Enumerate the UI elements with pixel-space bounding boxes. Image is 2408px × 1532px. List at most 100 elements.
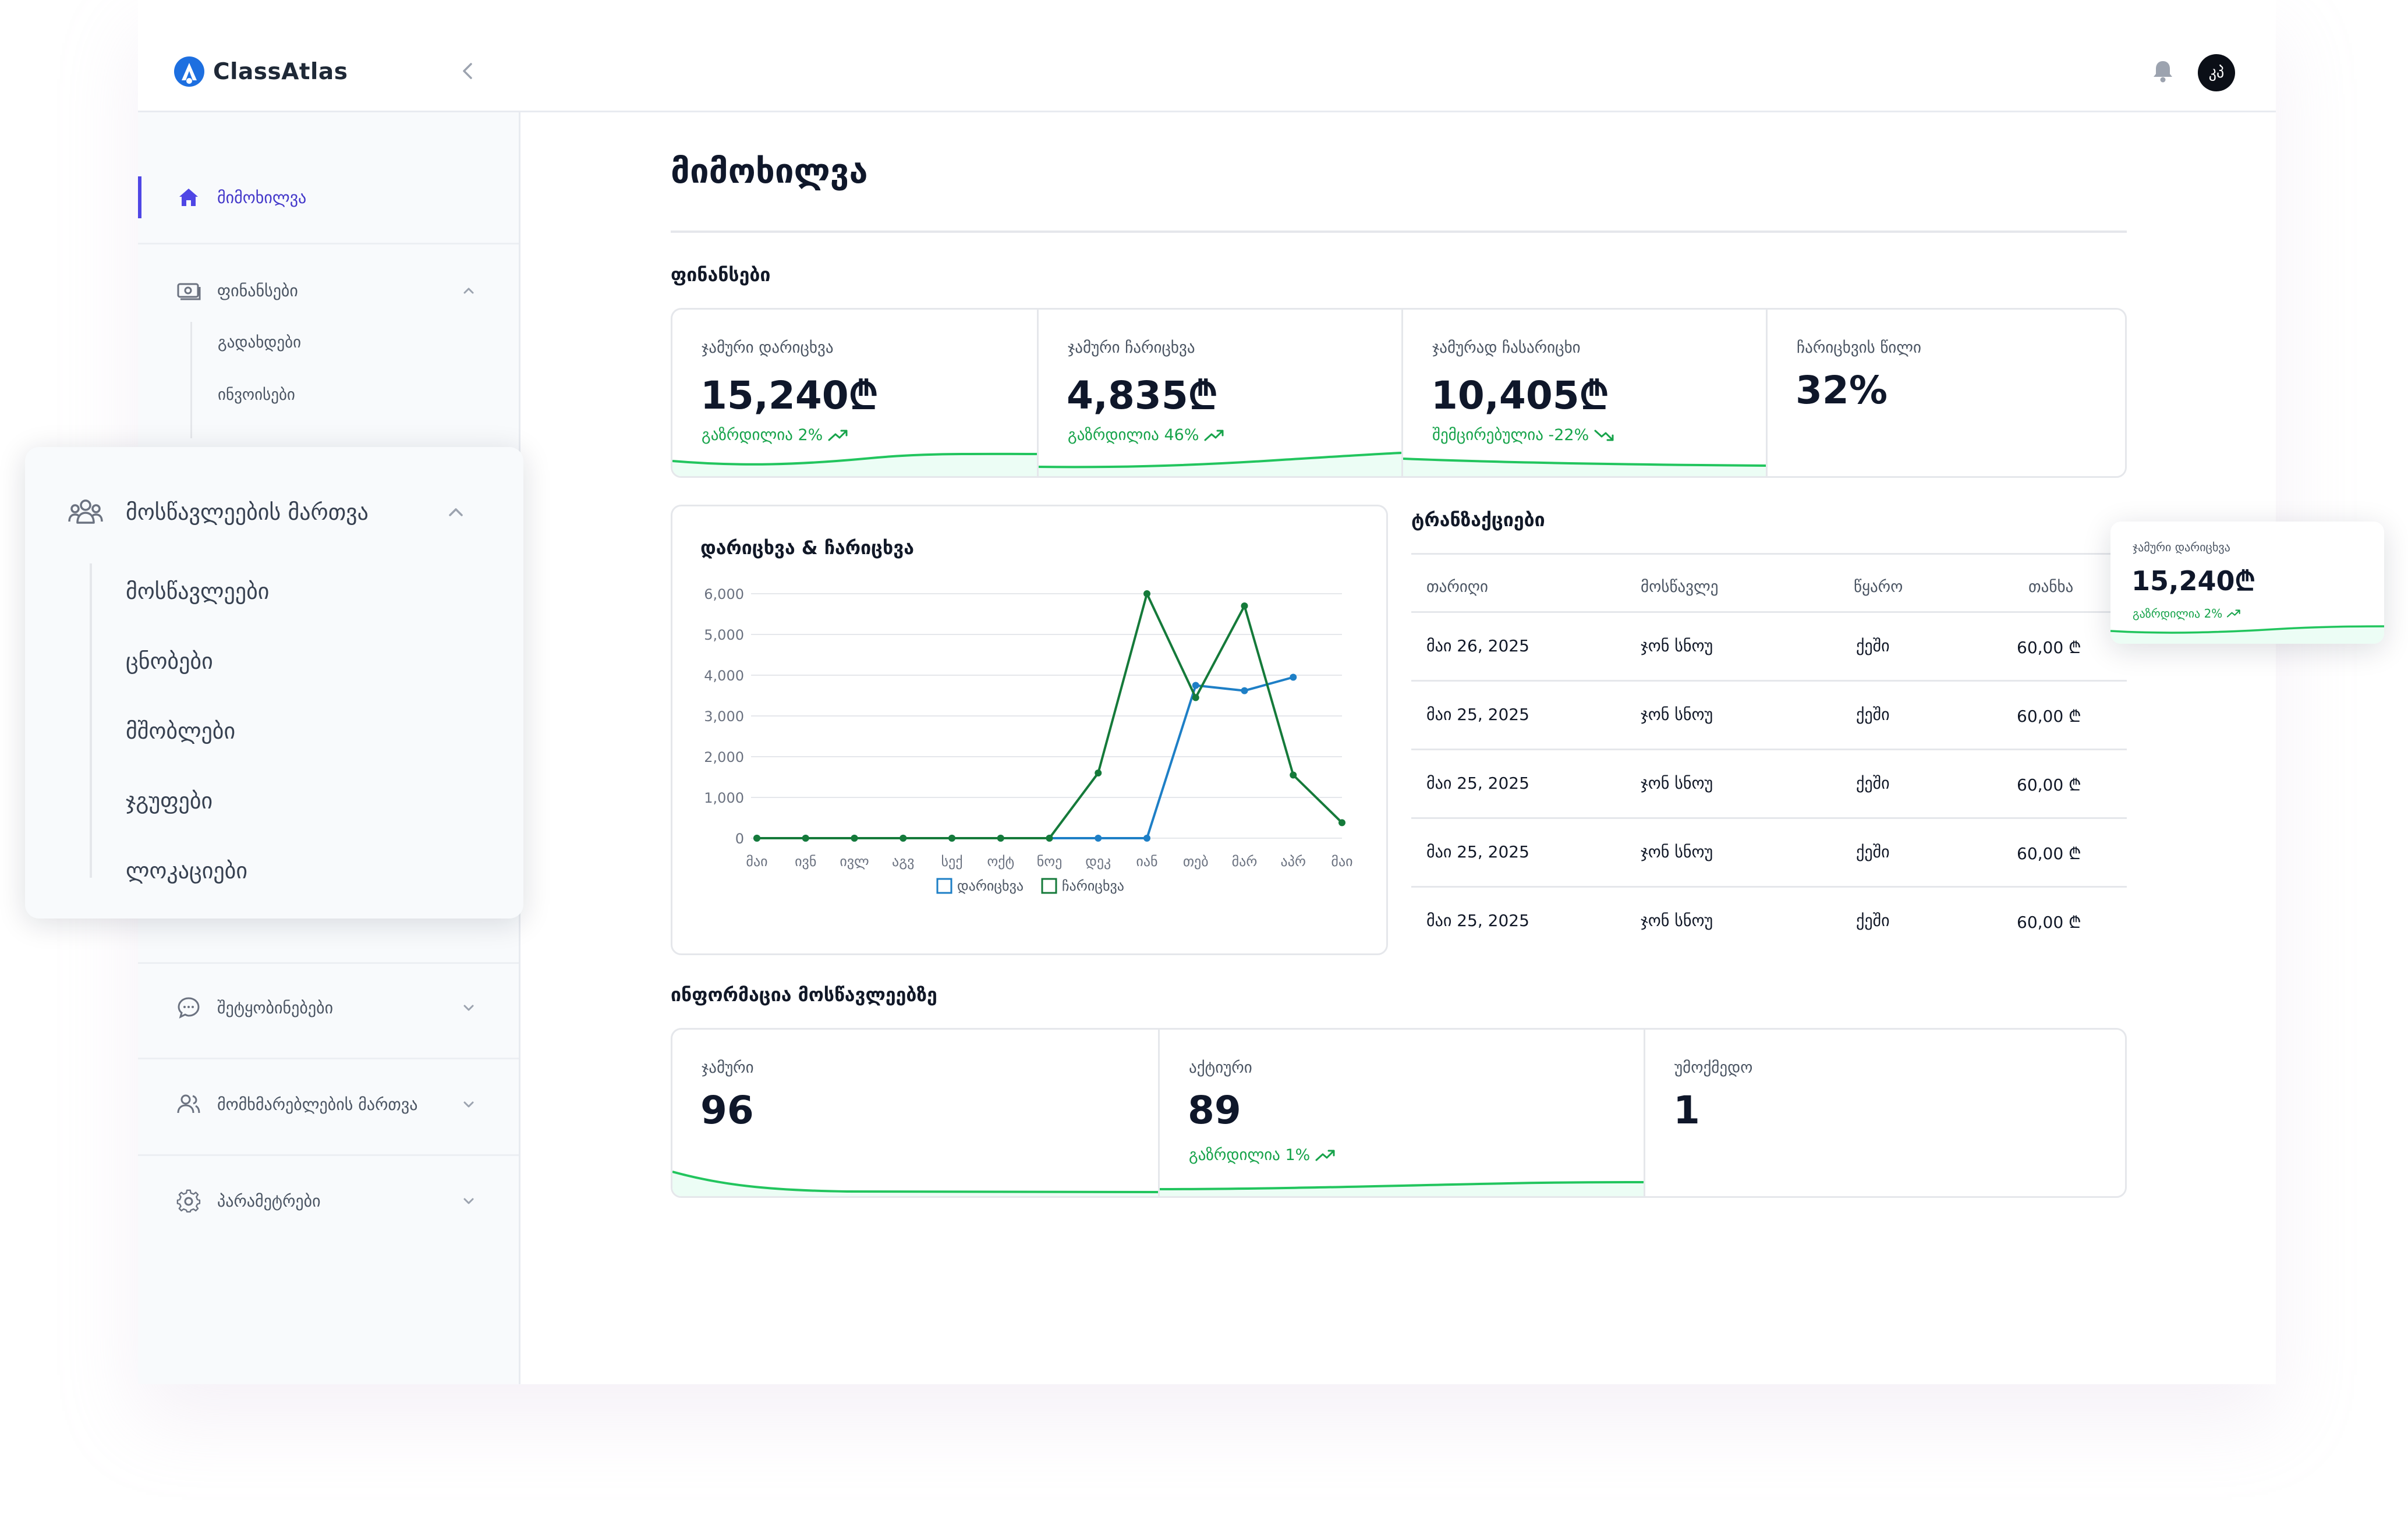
- column-header[interactable]: წყარო: [1854, 578, 1903, 596]
- chevron-up-icon[interactable]: [460, 282, 477, 299]
- y-tick-label: 1,000: [704, 790, 744, 806]
- trend-up-icon: [828, 430, 848, 441]
- chart-card: დარიცხვა & ჩარიცხვა 0 1,000 2,000 3,000 4,00…: [671, 505, 1388, 955]
- column-header[interactable]: მოსწავლე: [1641, 578, 1719, 596]
- stat-label: ჩარიცხვის წილი: [1797, 339, 1921, 357]
- cell-date: მაი 25, 2025: [1426, 705, 1529, 724]
- data-point: [753, 835, 760, 842]
- y-tick-label: 3,000: [704, 708, 744, 725]
- table-row[interactable]: მაი 25, 2025 ჯონ სნოუ ქეში 60,00 ₾: [1411, 749, 2127, 817]
- trend-up-icon: [1204, 430, 1224, 441]
- submenu-line: [190, 322, 192, 438]
- y-tick-label: 6,000: [704, 586, 744, 602]
- stat-value: 10,405₾: [1431, 373, 1609, 418]
- column-header[interactable]: თარიღი: [1426, 578, 1488, 596]
- students-icon: [68, 499, 103, 524]
- cell-source: ქეში: [1856, 636, 1890, 655]
- sidebar-item-settings[interactable]: პარამეტრები: [138, 1180, 519, 1222]
- sidebar-item-messages[interactable]: შეტყობინებები: [138, 987, 519, 1029]
- stat-label: აქტიური: [1189, 1059, 1252, 1077]
- cell-date: მაი 25, 2025: [1426, 842, 1529, 861]
- cell-student: ჯონ სნოუ: [1641, 636, 1713, 655]
- menu-title[interactable]: მოსწავლეების მართვა: [126, 499, 369, 525]
- sidebar-item-label: პარამეტრები: [217, 1191, 321, 1211]
- stat-total-paid: ჯამური ჩარიცხვა 4,835₾ გაზრდილია 46%: [1037, 310, 1401, 476]
- divider: [138, 1058, 519, 1059]
- sidebar-item-finances[interactable]: ფინანსები: [138, 269, 519, 311]
- x-tick-label: მაი: [1331, 853, 1352, 870]
- data-point: [1338, 819, 1345, 827]
- stat-value: 15,240₾: [700, 373, 879, 418]
- floating-stat-card: ჯამური დარიცხვა 15,240₾ გაზრდილია 2%: [2110, 522, 2384, 644]
- data-point: [948, 835, 955, 842]
- legend-label: დარიცხვა: [957, 878, 1024, 894]
- brand[interactable]: ClassAtlas: [173, 56, 348, 87]
- sidebar-item-overview[interactable]: მიმოხილვა: [138, 176, 519, 218]
- x-tick-label: სექ: [941, 853, 962, 870]
- sparkline: [672, 452, 1037, 476]
- sidebar-item-label: მომხმარებლების მართვა: [217, 1095, 418, 1114]
- stat-label: ჯამური ჩარიცხვა: [1068, 339, 1195, 357]
- sidebar-subitem-payments[interactable]: გადახდები: [218, 334, 302, 352]
- table-row[interactable]: მაი 25, 2025 ჯონ სნოუ ქეში 60,00 ₾: [1411, 886, 2127, 955]
- gear-icon: [176, 1189, 201, 1213]
- menu-item-notices[interactable]: ცნობები: [126, 648, 213, 674]
- chevron-down-icon[interactable]: [460, 1192, 477, 1210]
- menu-item-students[interactable]: მოსწავლეები: [126, 579, 270, 604]
- table-header: თარიღი მოსწავლე წყარო თანხა: [1411, 553, 2127, 622]
- x-tick-label: მაი: [746, 853, 767, 870]
- chevron-down-icon[interactable]: [460, 1095, 477, 1113]
- section-title-finances: ფინანსები: [671, 264, 771, 286]
- chevron-left-icon[interactable]: [455, 58, 481, 84]
- sidebar-item-label: შეტყობინებები: [217, 998, 334, 1017]
- stat-students-active: აქტიური 89 გაზრდილია 1%: [1158, 1030, 1644, 1196]
- y-tick-label: 5,000: [704, 627, 744, 643]
- table-row[interactable]: მაი 25, 2025 ჯონ სნოუ ქეში 60,00 ₾: [1411, 817, 2127, 886]
- sidebar-item-users[interactable]: მომხმარებლების მართვა: [138, 1083, 519, 1125]
- x-tick-label: თებ: [1183, 853, 1209, 870]
- x-tick-label: იან: [1136, 853, 1157, 870]
- menu-item-parents[interactable]: მშობლები: [126, 718, 236, 744]
- data-point: [1143, 835, 1150, 842]
- x-tick-label: ივლ: [840, 853, 869, 870]
- cell-source: ქეში: [1856, 911, 1890, 930]
- menu-item-groups[interactable]: ჯგუფები: [126, 788, 213, 814]
- x-tick-label: აგვ: [892, 853, 914, 870]
- home-icon: [179, 189, 198, 206]
- column-header[interactable]: თანხა: [2028, 578, 2074, 596]
- chevron-down-icon[interactable]: [460, 999, 477, 1016]
- chat-icon: [178, 997, 200, 1019]
- stat-trend: გაზრდილია 46%: [1068, 426, 1226, 444]
- sidebar-subitem-invoices[interactable]: ინვოისები: [218, 386, 295, 404]
- data-point: [1192, 694, 1199, 701]
- students-stats-card: ჯამური 96 აქტიური 89 გაზრდილია 1% უმოქმე…: [671, 1028, 2127, 1198]
- stat-label: ჯამურად ჩასარიცხი: [1432, 339, 1581, 357]
- stat-trend: შემცირებულია -22%: [1432, 426, 1616, 444]
- data-point: [1095, 835, 1102, 842]
- stat-value: 96: [700, 1088, 754, 1133]
- data-point: [1241, 687, 1248, 694]
- stat-value: 15,240₾: [2131, 565, 2255, 597]
- sparkline: [1160, 1181, 1644, 1196]
- y-tick-label: 4,000: [704, 668, 744, 684]
- data-point: [1290, 673, 1297, 681]
- table-row[interactable]: მაი 25, 2025 ჯონ სნოუ ქეში 60,00 ₾: [1411, 680, 2127, 749]
- cell-student: ჯონ სნოუ: [1641, 911, 1713, 930]
- money-icon: [177, 283, 201, 300]
- bell-icon[interactable]: [2150, 58, 2176, 84]
- stat-students-inactive: უმოქმედო 1: [1644, 1030, 2125, 1196]
- avatar[interactable]: კპ: [2198, 54, 2235, 91]
- divider: [138, 1154, 519, 1156]
- table-row[interactable]: მაი 26, 2025 ჯონ სნოუ ქეში 60,00 ₾: [1411, 611, 2127, 680]
- trend-text: გაზრდილია 2%: [2133, 607, 2223, 620]
- sparkline: [2110, 625, 2384, 644]
- student-management-menu: მოსწავლეების მართვა მოსწავლეები ცნობები …: [25, 447, 523, 919]
- x-tick-label: ივნ: [795, 853, 816, 870]
- series-line-1: [757, 676, 1294, 839]
- stat-value: 89: [1188, 1088, 1241, 1133]
- chevron-up-icon[interactable]: [444, 501, 468, 524]
- trend-up-icon: [1315, 1150, 1335, 1161]
- data-point: [1143, 590, 1150, 597]
- menu-item-locations[interactable]: ლოკაციები: [126, 858, 248, 884]
- section-title-students: ინფორმაცია მოსწავლეებზე: [671, 984, 937, 1006]
